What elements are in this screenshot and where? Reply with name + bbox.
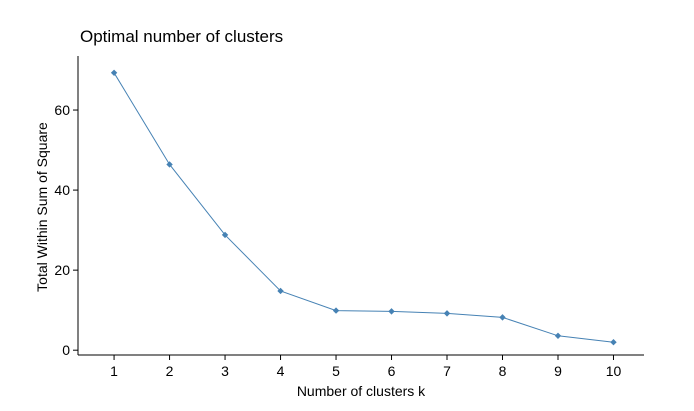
data-point-marker (221, 231, 229, 239)
y-tick-label: 20 (54, 262, 70, 278)
data-point-marker (388, 308, 395, 315)
x-tick-label: 5 (332, 363, 340, 379)
data-point-marker (166, 161, 173, 168)
chart-title: Optimal number of clusters (80, 27, 283, 46)
data-point-marker (110, 69, 118, 77)
x-tick-label: 4 (277, 363, 285, 379)
plot-area: 0 20 40 60 1 2 3 4 5 6 7 8 9 10 (54, 56, 644, 379)
x-tick-label: 1 (110, 363, 118, 379)
x-tick-label: 6 (388, 363, 396, 379)
x-tick-label: 10 (606, 363, 622, 379)
data-point-marker (499, 314, 506, 321)
y-tick-label: 0 (62, 342, 70, 358)
series-line (113, 72, 614, 343)
x-tick-label: 9 (554, 363, 562, 379)
y-tick-label: 60 (54, 102, 70, 118)
x-tick-label: 7 (443, 363, 451, 379)
x-tick-label: 8 (499, 363, 507, 379)
series-layer (110, 69, 617, 346)
x-tick-label: 2 (166, 363, 174, 379)
data-point-marker (554, 332, 562, 339)
x-tick-label: 3 (221, 363, 229, 379)
data-point-marker (610, 338, 617, 346)
data-point-marker (332, 307, 340, 314)
y-tick-label: 40 (54, 182, 70, 198)
y-axis-ticks: 0 20 40 60 (54, 102, 78, 358)
x-axis-label: Number of clusters k (297, 383, 426, 399)
y-axis-label: Total Within Sum of Square (34, 122, 50, 292)
data-point-marker (443, 310, 451, 317)
x-axis-ticks: 1 2 3 4 5 6 7 8 9 10 (110, 355, 621, 379)
data-point-marker (277, 287, 284, 295)
